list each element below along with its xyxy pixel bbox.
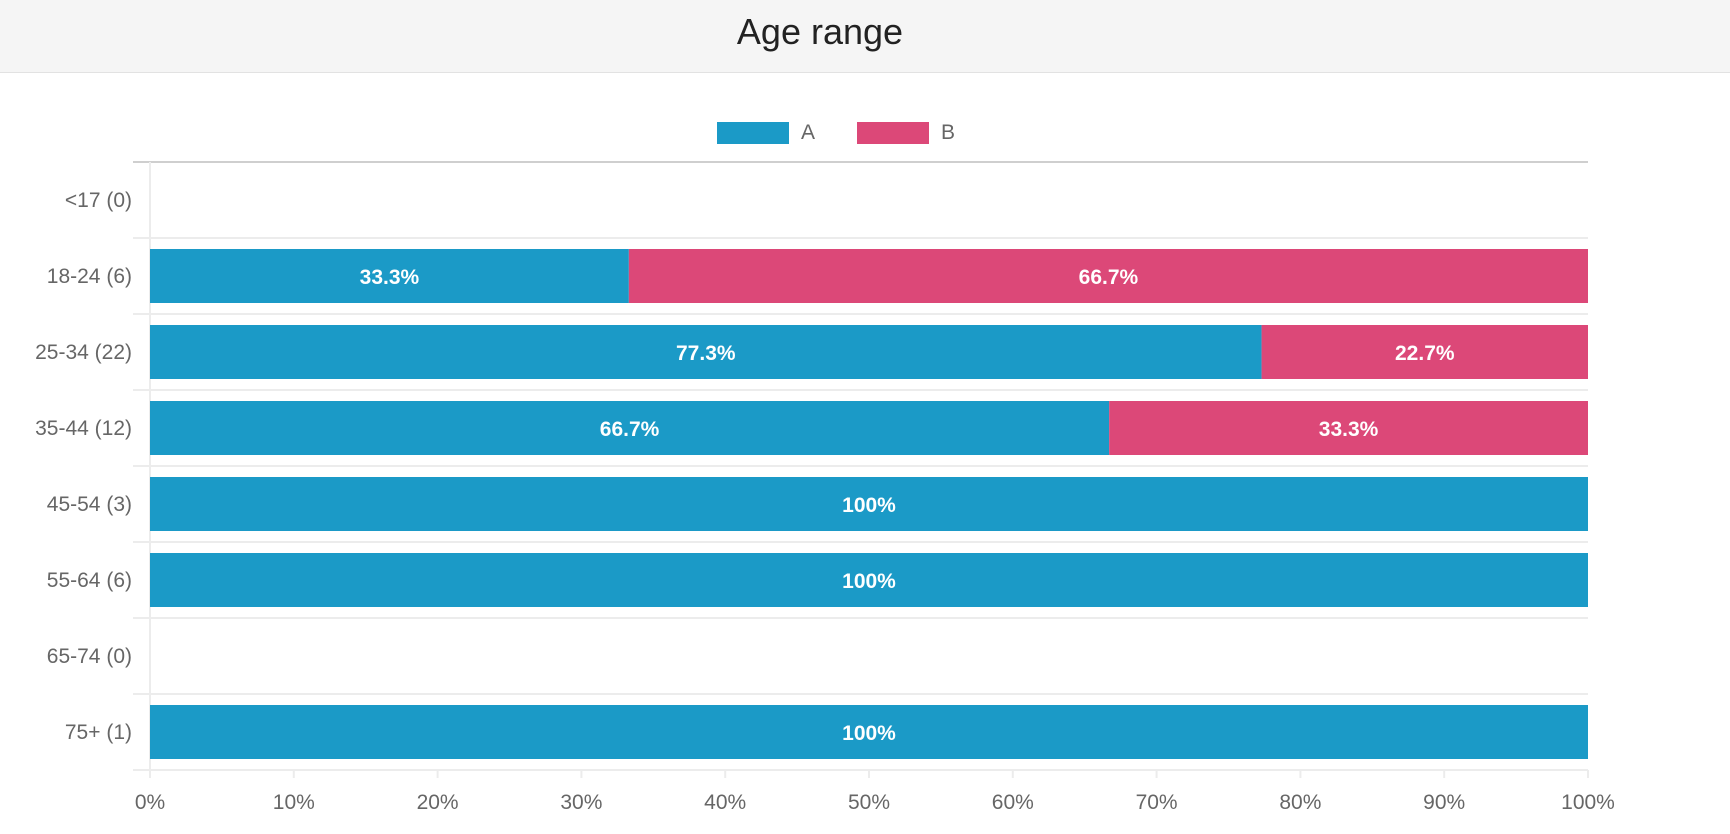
legend-item-a[interactable]: A: [717, 121, 815, 145]
x-tick-label: 100%: [1561, 791, 1615, 814]
y-category-label: 18-24 (6): [47, 265, 132, 288]
bar-segment-a: [150, 477, 1588, 531]
y-category-label: 45-54 (3): [47, 493, 132, 516]
bar-segment-a: [150, 705, 1588, 759]
chart-header: Age range: [0, 0, 1730, 73]
y-category-label: 65-74 (0): [47, 645, 132, 668]
bar-value-label: 33.3%: [1319, 418, 1379, 441]
bar-value-label: 100%: [842, 494, 896, 517]
bar-value-label: 22.7%: [1395, 342, 1455, 365]
y-category-label: 55-64 (6): [47, 569, 132, 592]
bar-value-label: 77.3%: [676, 342, 736, 365]
x-tick-label: 70%: [1136, 791, 1178, 814]
x-tick-label: 40%: [704, 791, 746, 814]
x-tick-label: 30%: [560, 791, 602, 814]
x-tick-label: 60%: [992, 791, 1034, 814]
y-category-label: 25-34 (22): [35, 341, 132, 364]
x-tick-label: 80%: [1279, 791, 1321, 814]
legend-swatch-a: [717, 122, 789, 144]
bar-segment-a: [150, 249, 629, 303]
bar-value-label: 66.7%: [1079, 266, 1139, 289]
x-tick-label: 90%: [1423, 791, 1465, 814]
bar-segment-b: [1109, 401, 1588, 455]
legend-label-b: B: [941, 121, 956, 144]
y-category-label: 75+ (1): [65, 721, 132, 744]
x-tick-label: 20%: [417, 791, 459, 814]
legend-item-b[interactable]: B: [857, 121, 955, 145]
x-tick-label: 10%: [273, 791, 315, 814]
chart-legend: A B: [717, 121, 997, 145]
x-tick-label: 0%: [135, 791, 165, 814]
legend-swatch-b: [857, 122, 930, 144]
bar-value-label: 33.3%: [360, 266, 420, 289]
legend-label-a: A: [801, 121, 816, 144]
x-tick-label: 50%: [848, 791, 890, 814]
y-category-label: 35-44 (12): [35, 417, 132, 440]
bar-segment-a: [150, 325, 1262, 379]
chart-title: Age range: [736, 11, 904, 52]
bar-segment-b: [628, 249, 1588, 303]
bar-value-label: 66.7%: [600, 418, 660, 441]
bar-segment-a: [150, 553, 1588, 607]
y-category-label: <17 (0): [65, 189, 132, 212]
bar-segment-a: [150, 401, 1110, 455]
bar-value-label: 100%: [842, 570, 896, 593]
bar-value-label: 100%: [842, 722, 896, 745]
bar-segment-b: [1261, 325, 1588, 379]
